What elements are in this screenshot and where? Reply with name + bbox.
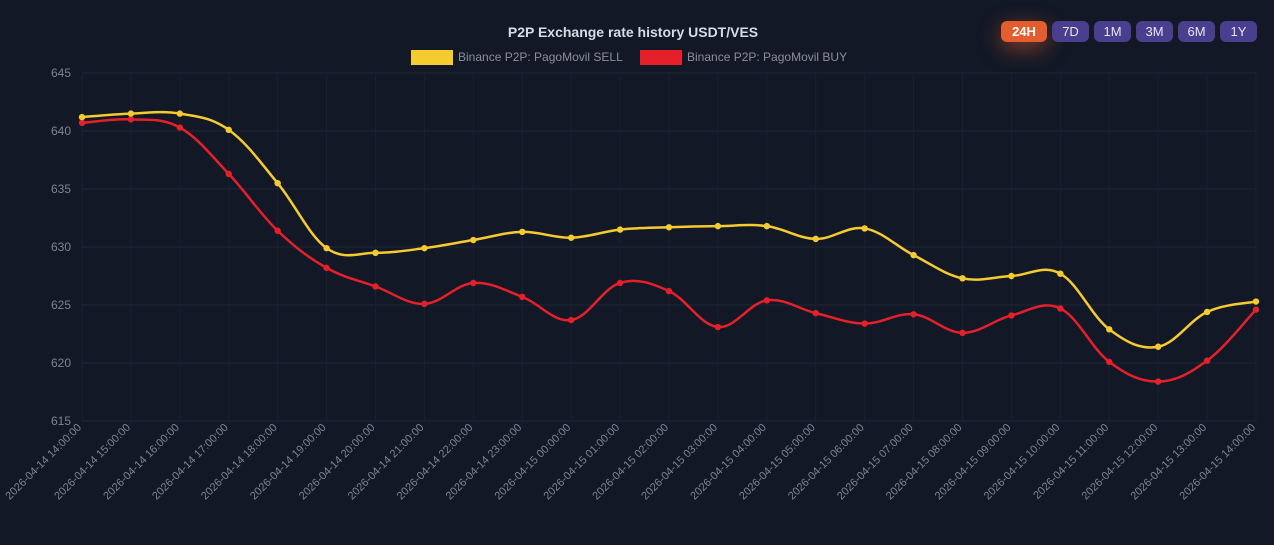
- data-point[interactable]: [567, 316, 575, 324]
- legend-swatch: [640, 50, 682, 65]
- chart-legend: Binance P2P: PagoMovil SELL Binance P2P: …: [411, 50, 847, 65]
- data-point[interactable]: [78, 119, 86, 127]
- legend-swatch: [411, 50, 453, 65]
- data-point[interactable]: [225, 170, 232, 178]
- data-point[interactable]: [274, 180, 281, 187]
- data-point[interactable]: [567, 234, 575, 241]
- data-point[interactable]: [1008, 312, 1015, 319]
- data-point[interactable]: [1203, 357, 1211, 364]
- data-point[interactable]: [176, 110, 184, 117]
- data-point[interactable]: [127, 116, 135, 123]
- data-point[interactable]: [1057, 270, 1064, 277]
- data-point[interactable]: [274, 227, 281, 234]
- range-button-1m[interactable]: 1M: [1094, 21, 1131, 42]
- range-button-3m[interactable]: 3M: [1136, 21, 1173, 42]
- data-point[interactable]: [421, 300, 428, 308]
- data-point[interactable]: [519, 228, 526, 236]
- data-point[interactable]: [959, 329, 966, 337]
- data-point[interactable]: [372, 249, 379, 256]
- time-range-selector: 24H 7D 1M 3M 6M 1Y: [1001, 21, 1257, 42]
- data-point[interactable]: [225, 126, 232, 134]
- data-point[interactable]: [910, 251, 917, 259]
- data-point[interactable]: [1252, 306, 1260, 313]
- y-axis: 615 620 625 630 635 640 645: [51, 66, 71, 428]
- y-tick-label: 615: [51, 414, 71, 428]
- data-point[interactable]: [176, 124, 184, 131]
- data-point[interactable]: [861, 225, 868, 232]
- data-point[interactable]: [519, 293, 526, 301]
- y-tick-label: 630: [51, 240, 71, 254]
- series-layer: [78, 110, 1260, 385]
- y-tick-label: 645: [51, 66, 71, 80]
- data-point[interactable]: [714, 323, 722, 331]
- range-button-7d[interactable]: 7D: [1052, 21, 1089, 42]
- range-button-1y[interactable]: 1Y: [1220, 21, 1257, 42]
- y-tick-label: 640: [51, 124, 71, 138]
- y-tick-label: 635: [51, 182, 71, 196]
- data-point[interactable]: [1154, 378, 1162, 385]
- range-button-6m[interactable]: 6M: [1178, 21, 1215, 42]
- data-point[interactable]: [1106, 326, 1113, 333]
- data-point[interactable]: [323, 264, 330, 272]
- legend-label[interactable]: Binance P2P: PagoMovil BUY: [687, 50, 847, 64]
- data-point[interactable]: [763, 222, 771, 230]
- data-point[interactable]: [665, 224, 673, 231]
- data-point[interactable]: [323, 244, 330, 252]
- data-point[interactable]: [421, 244, 428, 252]
- y-tick-label: 625: [51, 298, 71, 312]
- data-point[interactable]: [1252, 298, 1260, 305]
- data-point[interactable]: [616, 279, 624, 287]
- data-point[interactable]: [1106, 358, 1113, 366]
- data-point[interactable]: [470, 279, 477, 287]
- data-point[interactable]: [763, 297, 771, 304]
- data-point[interactable]: [959, 275, 966, 282]
- data-point[interactable]: [1057, 305, 1064, 312]
- data-point[interactable]: [372, 283, 379, 290]
- data-point[interactable]: [1008, 272, 1015, 280]
- chart-title: P2P Exchange rate history USDT/VES: [508, 24, 758, 40]
- data-point[interactable]: [1203, 308, 1211, 316]
- y-tick-label: 620: [51, 356, 71, 370]
- data-point[interactable]: [812, 235, 819, 243]
- data-point[interactable]: [78, 113, 86, 121]
- range-button-24h[interactable]: 24H: [1001, 21, 1047, 42]
- series-buy: [78, 116, 1260, 385]
- data-point[interactable]: [616, 226, 624, 233]
- legend-label[interactable]: Binance P2P: PagoMovil SELL: [458, 50, 623, 64]
- chart-grid: [81, 72, 1257, 422]
- data-point[interactable]: [910, 311, 917, 318]
- data-point[interactable]: [127, 110, 135, 117]
- data-point[interactable]: [714, 222, 722, 230]
- data-point[interactable]: [665, 287, 673, 295]
- data-point[interactable]: [1154, 343, 1162, 350]
- data-point[interactable]: [470, 236, 477, 244]
- data-point[interactable]: [812, 309, 819, 317]
- series-sell: [78, 110, 1260, 350]
- data-point[interactable]: [861, 320, 868, 327]
